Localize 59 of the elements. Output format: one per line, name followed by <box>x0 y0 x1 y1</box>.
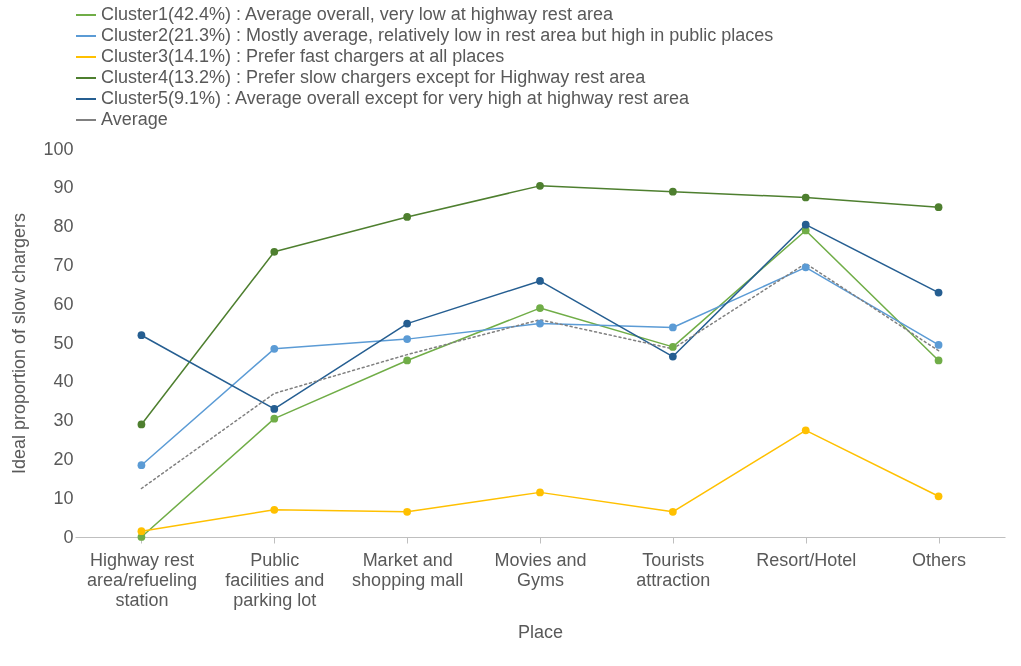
x-tick-label: Resort/Hotel <box>756 549 857 570</box>
point <box>934 356 943 365</box>
x-tick-label: Tourists attraction <box>636 549 711 590</box>
point <box>536 319 544 328</box>
point <box>801 220 810 229</box>
x-axis-title: Place <box>517 621 564 642</box>
point <box>137 420 146 429</box>
point <box>403 335 412 343</box>
y-tick-label: 10 <box>53 487 74 508</box>
y-tick-label: 60 <box>53 293 74 314</box>
point <box>536 277 544 285</box>
y-axis-title: Ideal proportion of slow chargers <box>9 212 30 475</box>
legend-label: Cluster3(14.1%) : Prefer fast chargers at all places <box>101 46 505 66</box>
point <box>934 492 943 501</box>
point <box>536 304 544 312</box>
point <box>137 331 146 340</box>
legend-label: Cluster2(21.3%) : Mostly average, relatively low in rest area but high in public places <box>101 25 774 45</box>
point <box>270 414 279 423</box>
x-tick-label: Public facilities and parking lot <box>225 549 325 610</box>
point <box>668 352 677 361</box>
legend-label: Cluster1(42.4%) : Average overall, very low at highway rest area <box>101 4 614 24</box>
y-tick-label: 20 <box>53 448 74 469</box>
point <box>801 263 810 272</box>
point <box>934 288 943 297</box>
point <box>536 488 544 497</box>
y-tick-label: 0 <box>63 526 74 547</box>
point <box>668 323 677 332</box>
legend-label: Cluster4(13.2%) : Prefer slow chargers except for Highway rest area <box>101 67 647 87</box>
x-tick-label: Others <box>912 549 967 570</box>
point <box>403 319 412 328</box>
point <box>270 505 279 514</box>
point <box>137 527 146 536</box>
y-tick-label: 30 <box>53 410 74 431</box>
point <box>668 507 677 516</box>
point <box>934 341 943 349</box>
y-tick-label: 100 <box>43 138 74 159</box>
legend-label: Average <box>101 109 168 129</box>
y-tick-label: 70 <box>53 254 74 275</box>
point <box>668 187 677 196</box>
point <box>403 213 412 221</box>
y-tick-label: 50 <box>53 332 74 353</box>
point <box>668 343 677 351</box>
point <box>934 203 943 212</box>
x-tick-label: Market and shopping mall <box>352 549 464 590</box>
legend-label: Cluster5(9.1%) : Average overall except for very high at highway rest area <box>101 88 690 108</box>
point <box>137 461 146 470</box>
point <box>270 405 279 413</box>
point <box>270 247 279 256</box>
x-tick-label: Highway rest area/refueling station <box>86 549 197 610</box>
y-tick-label: 90 <box>53 177 74 198</box>
point <box>403 507 412 516</box>
point <box>801 193 810 202</box>
point <box>270 344 279 353</box>
y-tick-label: 40 <box>53 371 74 392</box>
y-tick-label: 80 <box>53 216 74 237</box>
point <box>403 356 412 365</box>
point <box>536 181 544 190</box>
point <box>801 426 810 435</box>
x-tick-label: Movies and Gyms <box>494 549 587 590</box>
